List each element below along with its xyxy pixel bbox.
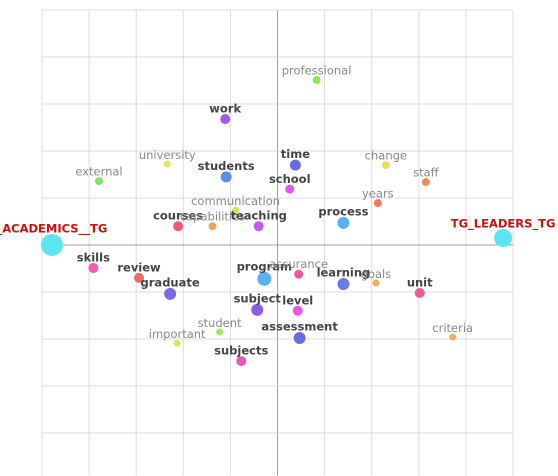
- point: [292, 305, 303, 316]
- point-label: teaching: [230, 209, 286, 223]
- point-label: process: [318, 204, 368, 218]
- point-label: capabilities: [180, 210, 245, 224]
- point: [220, 171, 232, 183]
- point-label: learning: [317, 266, 371, 280]
- point: [208, 222, 217, 231]
- point-label: program: [237, 259, 292, 273]
- point: [293, 332, 306, 345]
- point: [421, 178, 430, 187]
- point: [163, 160, 171, 168]
- point-label: staff: [413, 166, 440, 180]
- point-label: change: [365, 149, 407, 163]
- point: [285, 184, 295, 194]
- layer: [40, 76, 513, 367]
- point: [232, 206, 240, 214]
- point: [289, 159, 301, 171]
- point: [236, 356, 247, 367]
- point: [220, 114, 231, 125]
- point: [40, 234, 63, 256]
- point: [414, 287, 425, 298]
- layer: [41, 9, 514, 476]
- point-label: university: [139, 148, 196, 162]
- point: [94, 177, 103, 186]
- point-label: review: [117, 260, 161, 274]
- point: [449, 333, 457, 341]
- point-label: students: [198, 159, 255, 173]
- point-label: important: [149, 327, 206, 341]
- point-label: years: [362, 187, 394, 201]
- point-label: student: [198, 316, 242, 330]
- point: [494, 228, 513, 247]
- point-label: external: [75, 165, 122, 179]
- point-label: time: [281, 147, 310, 161]
- point: [294, 269, 304, 279]
- point-label: skills: [77, 251, 110, 265]
- point-label: criteria: [432, 321, 473, 335]
- point: [253, 221, 264, 232]
- point-label: TG_LEADERS_TG: [451, 216, 556, 231]
- point: [312, 76, 321, 85]
- point-label: school: [269, 172, 311, 186]
- point: [251, 303, 264, 316]
- point-label: subject: [234, 291, 282, 305]
- point: [372, 279, 380, 287]
- point: [216, 328, 224, 336]
- point: [337, 278, 350, 291]
- point-label: goals: [361, 267, 392, 281]
- point: [173, 221, 184, 232]
- point-label: communication: [191, 194, 280, 208]
- point-label: level: [282, 293, 313, 307]
- layer: professional work university external studen…: [0, 64, 555, 358]
- point-label: courses: [153, 209, 203, 223]
- point-label: work: [209, 102, 241, 116]
- point: [134, 272, 145, 283]
- point: [257, 271, 272, 286]
- point-label: professional: [282, 64, 352, 78]
- point-label: assurance: [269, 257, 328, 271]
- point: [173, 339, 181, 347]
- point: [381, 161, 390, 170]
- point-label: _ACADEMICS__TG: [0, 222, 107, 237]
- point-label: subjects: [214, 344, 268, 358]
- point: [337, 216, 350, 229]
- point-label: assessment: [261, 320, 338, 334]
- point-label: unit: [407, 275, 433, 289]
- point: [164, 287, 177, 300]
- point: [373, 199, 382, 208]
- point: [88, 263, 99, 274]
- point-label: graduate: [141, 275, 200, 289]
